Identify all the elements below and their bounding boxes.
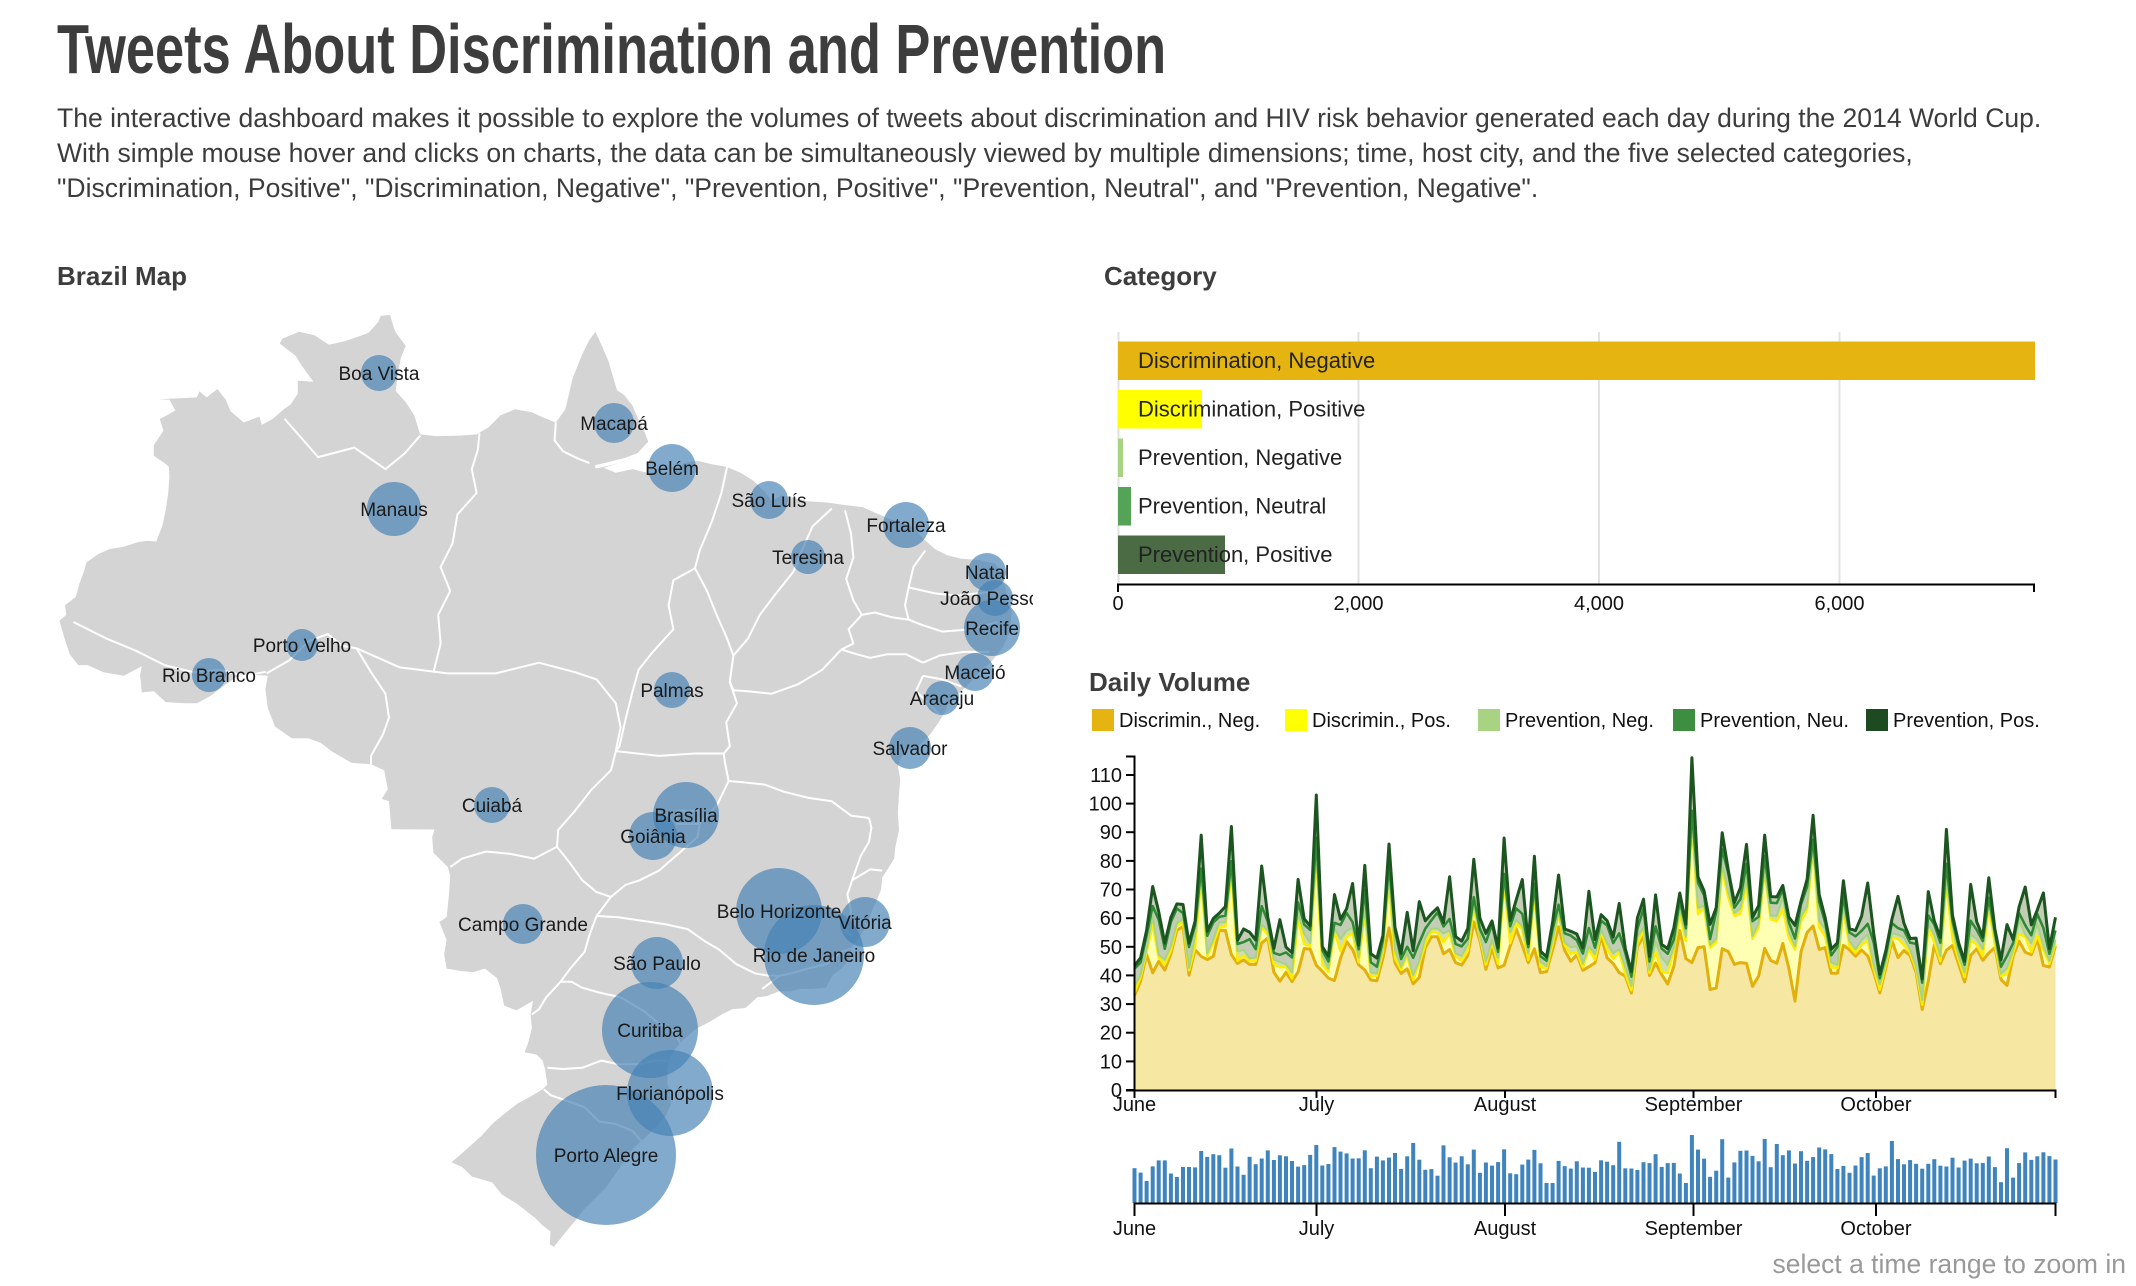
svg-text:Belém: Belém — [645, 459, 699, 480]
svg-text:Vitória: Vitória — [838, 913, 892, 934]
svg-text:110: 110 — [1090, 765, 1122, 787]
svg-text:Aracaju: Aracaju — [910, 689, 974, 710]
svg-text:80: 80 — [1100, 851, 1122, 873]
svg-text:Porto Velho: Porto Velho — [253, 636, 351, 657]
svg-text:Discrimination, Positive: Discrimination, Positive — [1138, 397, 1365, 422]
svg-text:October: October — [1840, 1218, 1911, 1240]
svg-text:Campo Grande: Campo Grande — [458, 915, 588, 936]
svg-text:Prevention, Negative: Prevention, Negative — [1138, 445, 1342, 470]
svg-text:50: 50 — [1100, 937, 1122, 959]
svg-text:Boa Vista: Boa Vista — [339, 364, 420, 385]
svg-text:Palmas: Palmas — [640, 681, 703, 702]
svg-text:Curitiba: Curitiba — [617, 1021, 683, 1042]
svg-text:30: 30 — [1100, 994, 1122, 1016]
svg-text:São Luís: São Luís — [732, 491, 807, 512]
svg-text:Prevention, Neu.: Prevention, Neu. — [1700, 710, 1849, 732]
svg-text:Discrimin., Neg.: Discrimin., Neg. — [1119, 710, 1260, 732]
svg-text:Discrimination, Negative: Discrimination, Negative — [1138, 348, 1375, 373]
svg-text:10: 10 — [1100, 1051, 1122, 1073]
svg-text:Macapá: Macapá — [580, 414, 648, 435]
svg-text:Cuiabá: Cuiabá — [462, 796, 523, 817]
svg-text:6,000: 6,000 — [1814, 593, 1864, 615]
svg-text:2,000: 2,000 — [1333, 593, 1383, 615]
svg-text:August: August — [1474, 1218, 1537, 1240]
svg-text:Prevention, Positive: Prevention, Positive — [1138, 542, 1332, 567]
svg-text:Rio de Janeiro: Rio de Janeiro — [753, 946, 876, 967]
svg-text:100: 100 — [1089, 794, 1122, 816]
svg-text:Fortaleza: Fortaleza — [866, 516, 946, 537]
svg-text:July: July — [1299, 1218, 1335, 1240]
svg-text:Natal: Natal — [965, 563, 1009, 584]
svg-text:40: 40 — [1100, 965, 1122, 987]
svg-text:70: 70 — [1100, 880, 1122, 902]
svg-text:João Pessoa: João Pessoa — [940, 589, 1033, 610]
svg-text:4,000: 4,000 — [1574, 593, 1624, 615]
svg-text:Prevention, Neutral: Prevention, Neutral — [1138, 494, 1326, 519]
svg-text:Manaus: Manaus — [360, 500, 428, 521]
svg-text:90: 90 — [1100, 822, 1122, 844]
svg-text:Brasília: Brasília — [654, 806, 718, 827]
svg-text:June: June — [1113, 1094, 1156, 1116]
svg-text:Maceió: Maceió — [944, 663, 1005, 684]
svg-text:Teresina: Teresina — [772, 548, 844, 569]
svg-text:0: 0 — [1112, 593, 1123, 615]
svg-text:Discrimin., Pos.: Discrimin., Pos. — [1312, 710, 1451, 732]
svg-text:September: September — [1645, 1218, 1743, 1240]
svg-text:Salvador: Salvador — [873, 739, 949, 760]
svg-text:Prevention, Pos.: Prevention, Pos. — [1893, 710, 2040, 732]
svg-text:September: September — [1645, 1094, 1743, 1116]
svg-text:Belo Horizonte: Belo Horizonte — [717, 902, 842, 923]
svg-text:June: June — [1113, 1218, 1156, 1240]
svg-text:select a time range to zoom in: select a time range to zoom in — [1772, 1249, 2126, 1279]
svg-text:0: 0 — [1111, 1080, 1122, 1102]
svg-text:Rio Branco: Rio Branco — [162, 666, 256, 687]
svg-text:Goiânia: Goiânia — [620, 827, 686, 848]
svg-text:Prevention, Neg.: Prevention, Neg. — [1505, 710, 1654, 732]
svg-text:60: 60 — [1100, 908, 1122, 930]
svg-text:20: 20 — [1100, 1023, 1122, 1045]
svg-text:August: August — [1474, 1094, 1537, 1116]
svg-text:Porto Alegre: Porto Alegre — [554, 1146, 659, 1167]
svg-text:São Paulo: São Paulo — [613, 954, 701, 975]
svg-text:Florianópolis: Florianópolis — [616, 1084, 724, 1105]
svg-text:July: July — [1299, 1094, 1335, 1116]
svg-text:October: October — [1840, 1094, 1911, 1116]
svg-text:Recife: Recife — [965, 619, 1019, 640]
